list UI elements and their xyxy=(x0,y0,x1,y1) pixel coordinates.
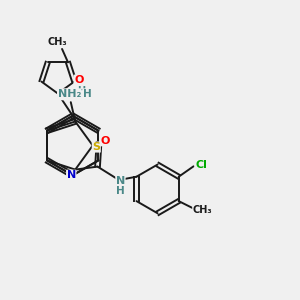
Text: S: S xyxy=(92,142,100,152)
Text: H: H xyxy=(77,86,85,96)
Text: Cl: Cl xyxy=(195,160,207,170)
Text: N: N xyxy=(67,170,76,180)
Text: CH₃: CH₃ xyxy=(48,38,68,47)
Text: CH₃: CH₃ xyxy=(193,205,212,215)
Text: N: N xyxy=(116,176,125,187)
Text: H: H xyxy=(116,186,125,196)
Text: H: H xyxy=(83,89,92,99)
Text: O: O xyxy=(100,136,110,146)
Text: NH₂: NH₂ xyxy=(58,89,81,99)
Text: NH: NH xyxy=(58,90,75,100)
Text: O: O xyxy=(74,75,83,85)
Text: 2: 2 xyxy=(75,91,80,100)
